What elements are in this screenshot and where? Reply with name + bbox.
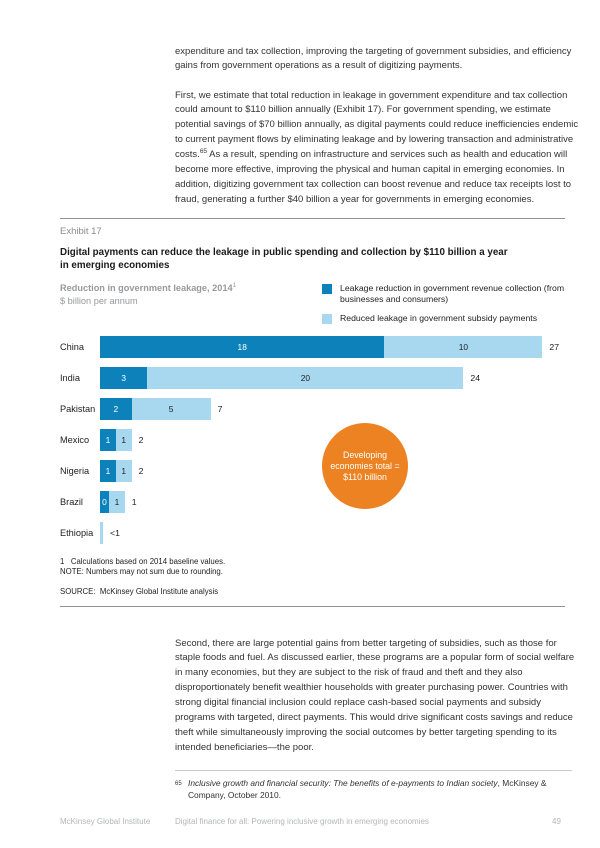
chart-row: India 3 20 24 — [60, 367, 565, 389]
chart-row: Brazil 0 1 1 — [60, 491, 565, 513]
bar-segment-subsidy: 1 — [115, 429, 132, 451]
exhibit-title: Digital payments can reduce the leakage … — [60, 247, 560, 272]
subtitle-footnote-marker: 1 — [232, 281, 237, 289]
country-label: Brazil — [60, 497, 83, 507]
legend-label-subsidy: Reduced leakage in government subsidy pa… — [340, 313, 538, 323]
bar-group — [100, 522, 103, 544]
callout-text: Developing economies total = $110 billio… — [330, 449, 400, 482]
bar-segment-revenue: 3 — [100, 367, 148, 389]
chart-unit-label: $ billion per annum — [60, 296, 138, 306]
bar-total-label: 24 — [470, 373, 481, 383]
country-label: Ethiopia — [60, 528, 94, 538]
chart-row: Nigeria 1 1 2 — [60, 460, 565, 482]
footnote-marker: 65 — [175, 781, 182, 787]
chart-subtitle: Reduction in government leakage, 20141 — [60, 281, 237, 293]
page-footnote-65: 65 Inclusive growth and financial securit… — [175, 777, 579, 801]
bar-total-label: <1 — [110, 528, 120, 538]
bar-total-label: 1 — [131, 497, 137, 507]
bar-group: 18 10 — [100, 336, 543, 358]
chart-legend: Leakage reduction in government revenue … — [322, 283, 574, 332]
chart-row: China 18 10 27 — [60, 336, 565, 358]
bar-total-label: 7 — [217, 404, 223, 414]
bar-segment-subsidy: 5 — [131, 398, 211, 420]
bar-segment-subsidy: 1 — [109, 491, 125, 513]
footnote-citation-rest: , McKinsey & Company, October 2010. — [188, 778, 547, 800]
bar-chart: China 18 10 27 India 3 20 24 Pakistan 2 5 7 Mexico 1 1… — [60, 336, 565, 553]
bar-segment-subsidy: 20 — [147, 367, 464, 389]
paragraph-text: As a result, spending on infrastructure … — [175, 149, 572, 205]
footnote-reference-65: 65 — [199, 147, 208, 155]
bar-segment-revenue: 1 — [100, 429, 116, 451]
legend-item-revenue: Leakage reduction in government revenue … — [322, 283, 574, 305]
legend-swatch-revenue — [322, 284, 332, 294]
legend-label-revenue: Leakage reduction in government revenue … — [340, 283, 565, 304]
exhibit-title-line1: Digital payments can reduce the leakage … — [60, 247, 508, 258]
bar-total-label: 27 — [549, 342, 560, 352]
bar-segment-subsidy: 1 — [115, 460, 132, 482]
bar-segment-revenue: 2 — [100, 398, 132, 420]
bar-total-label: 2 — [138, 435, 144, 445]
bar-segment-revenue: 0 — [100, 491, 109, 513]
footnote-separator-rule — [175, 770, 572, 771]
footer-page-number: 49 — [552, 817, 561, 826]
paragraph-continuation: expenditure and tax collection, improvin… — [175, 45, 572, 72]
country-label: Mexico — [60, 435, 90, 445]
country-label: Pakistan — [60, 404, 96, 414]
paragraph-first-estimate: First, we estimate that total reduction … — [175, 89, 579, 208]
paragraph-text: First, we estimate that total reduction … — [175, 89, 579, 161]
exhibit-footnote-1: 1 Calculations based on 2014 baseline va… — [60, 557, 226, 566]
paragraph-second-subsidies: Second, there are large potential gains … — [175, 637, 575, 753]
callout-circle: Developing economies total = $110 billio… — [322, 423, 408, 509]
bar-group: 3 20 — [100, 367, 464, 389]
bar-segment-revenue: 18 — [100, 336, 385, 358]
bar-total-label: 2 — [138, 466, 144, 476]
chart-subtitle-text: Reduction in government leakage, 2014 — [60, 283, 233, 293]
bar-segment-subsidy — [100, 522, 103, 544]
country-label: India — [60, 373, 80, 383]
chart-row: Mexico 1 1 2 — [60, 429, 565, 451]
exhibit-title-line2: in emerging economies — [60, 259, 170, 271]
country-label: China — [60, 342, 85, 352]
footer-report-title: Digital finance for all: Powering inclus… — [175, 817, 429, 826]
exhibit-bottom-rule — [60, 606, 565, 607]
bar-segment-revenue: 1 — [100, 460, 116, 482]
legend-swatch-subsidy — [322, 314, 332, 324]
exhibit-note: NOTE: Numbers may not sum due to roundin… — [60, 567, 223, 576]
country-label: Nigeria — [60, 466, 90, 476]
exhibit-source: SOURCE: McKinsey Global Institute analys… — [60, 587, 219, 596]
footnote-citation-title: Inclusive growth and financial security:… — [188, 778, 498, 788]
chart-row: Ethiopia <1 — [60, 522, 565, 544]
exhibit-number-label: Exhibit 17 — [60, 226, 102, 237]
legend-item-subsidy: Reduced leakage in government subsidy pa… — [322, 313, 574, 324]
exhibit-top-rule — [60, 218, 565, 219]
bar-segment-subsidy: 10 — [384, 336, 543, 358]
chart-row: Pakistan 2 5 7 — [60, 398, 565, 420]
footer-institute-label: McKinsey Global Institute — [60, 817, 151, 826]
